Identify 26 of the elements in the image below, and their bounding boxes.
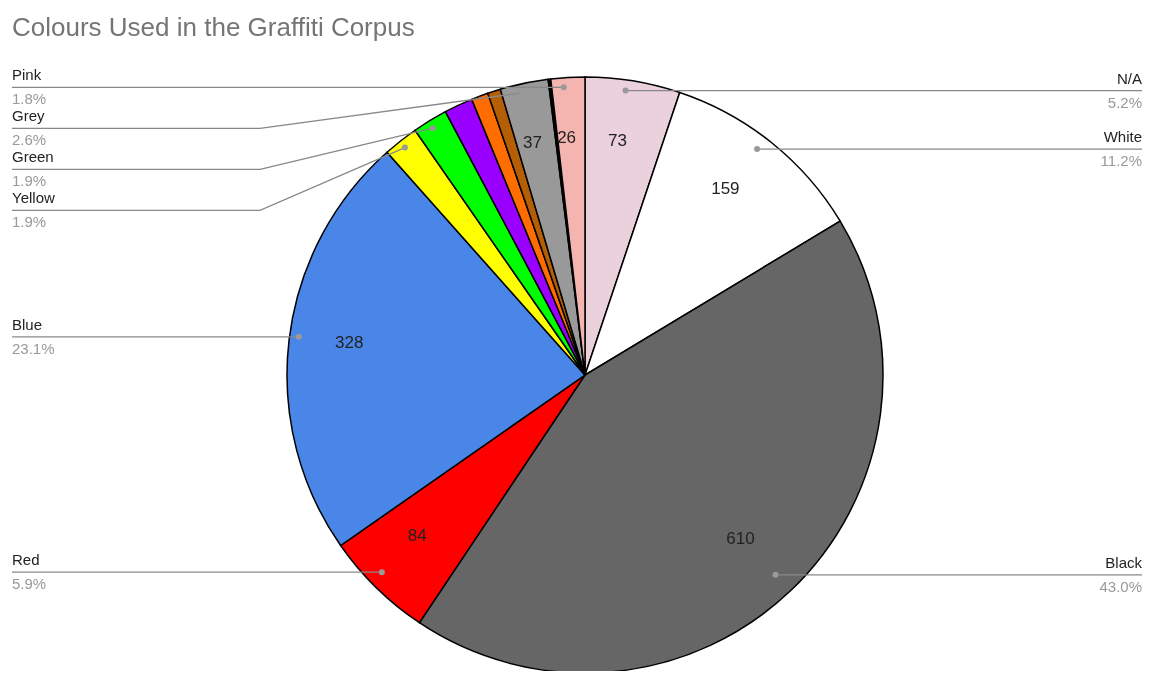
text: 1.9% (12, 213, 47, 231)
text: 5.9% (12, 575, 47, 593)
text: 1.8% (12, 90, 47, 108)
data-label: 73 (607, 131, 627, 151)
slice-label: Red (12, 551, 40, 569)
data-label: 37 (522, 132, 542, 152)
text: 5.2% (1107, 93, 1142, 111)
slice-label: Yellow (12, 189, 55, 207)
data-label: 159 (711, 179, 740, 199)
text: 11.2% (1100, 152, 1142, 170)
slice-label: White (1103, 128, 1142, 146)
text: 23.1% (12, 339, 55, 357)
text: 43.0% (1099, 577, 1142, 595)
slice-label: Pink (12, 66, 42, 84)
text: 1.9% (12, 172, 47, 190)
slice-label: Black (1105, 553, 1143, 571)
chart-title: Colours Used in the Graffiti Corpus (12, 12, 415, 42)
slice-label: Blue (12, 315, 43, 333)
slice-label: N/A (1116, 69, 1142, 87)
data-label: 26 (557, 128, 577, 148)
slice-label: Green (12, 148, 54, 166)
data-label: 84 (407, 526, 427, 546)
data-label: 610 (726, 528, 755, 548)
data-label: 328 (334, 333, 364, 353)
slice-label: Grey (12, 107, 45, 125)
text: 2.6% (12, 131, 47, 149)
